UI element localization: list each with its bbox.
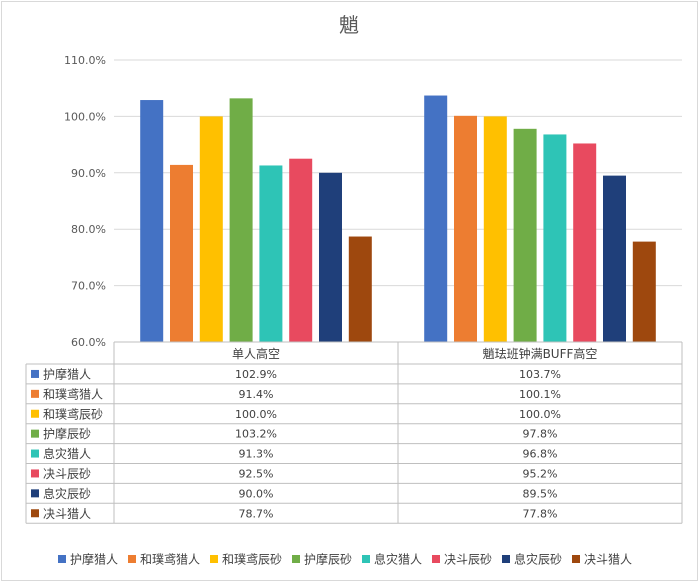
y-tick-label: 70.0% (71, 280, 106, 293)
legend-label: 护摩辰砂 (304, 552, 352, 567)
table-cell: 78.7% (239, 507, 274, 520)
table-series-key (31, 409, 39, 418)
table-column-header: 魈珐班钟满BUFF高空 (483, 346, 598, 361)
bar (483, 116, 507, 343)
table-row-label: 护摩辰砂 (43, 426, 91, 441)
bar (259, 165, 283, 342)
bar (199, 116, 223, 343)
table-cell: 102.9% (235, 368, 277, 381)
table-row-label: 息灾辰砂 (43, 486, 91, 501)
table-cell: 100.0% (519, 408, 561, 421)
legend-key (432, 555, 440, 563)
bar (573, 143, 597, 342)
table-series-key (31, 509, 39, 518)
table-cell: 91.4% (239, 388, 274, 401)
table-cell: 96.8% (523, 448, 558, 461)
legend-label: 决斗猎人 (584, 553, 632, 567)
y-tick-label: 110.0% (64, 54, 106, 67)
table-row-label: 护摩猎人 (43, 366, 91, 381)
table-cell: 77.8% (523, 507, 558, 520)
table-series-key (31, 489, 39, 498)
bar (632, 241, 656, 342)
bar (229, 98, 253, 343)
legend-key (502, 555, 510, 563)
table-row-label: 决斗猎人 (43, 507, 91, 521)
table-cell: 97.8% (523, 428, 558, 441)
y-tick-label: 80.0% (71, 223, 106, 236)
table-series-key (31, 449, 39, 458)
bar (513, 128, 537, 342)
y-axis: 60.0% 70.0% 80.0% 90.0% 100.0% 110.0% (64, 54, 106, 349)
bar (454, 115, 477, 342)
bar (424, 95, 448, 342)
table-cell: 91.3% (239, 448, 274, 461)
table-cell: 103.7% (519, 368, 561, 381)
table-row-label: 和璞鸢猎人 (43, 387, 103, 401)
table-series-key (31, 429, 39, 438)
table-cell: 92.5% (239, 467, 274, 480)
legend-key (362, 555, 370, 563)
bar (140, 100, 164, 342)
bar (319, 172, 342, 342)
table-series-key (31, 389, 39, 398)
table-cell: 90.0% (239, 487, 274, 500)
table-row-label: 息灾猎人 (43, 446, 91, 461)
table-cell: 103.2% (235, 428, 277, 441)
bar (543, 134, 567, 342)
legend-label: 息灾猎人 (374, 552, 422, 567)
table-cell: 95.2% (523, 467, 558, 480)
legend-key (58, 555, 66, 563)
table-series-key (31, 469, 39, 478)
bar (289, 158, 313, 342)
legend-key (210, 555, 218, 563)
bars (140, 95, 656, 343)
legend: 护摩猎人 和璞鸢猎人 和璞鸢辰砂 护摩辰砂 息灾猎人 决斗辰砂 息灾辰砂 决斗猎人 (58, 552, 632, 567)
gridlines (114, 59, 682, 287)
legend-label: 息灾辰砂 (514, 552, 562, 567)
legend-key (128, 555, 136, 563)
y-tick-label: 60.0% (71, 336, 106, 349)
legend-key (572, 555, 580, 563)
chart-title: 魈 (339, 13, 359, 37)
table-row-label: 决斗辰砂 (43, 467, 91, 481)
y-tick-label: 90.0% (71, 167, 106, 180)
legend-label: 和璞鸢辰砂 (222, 553, 282, 567)
bar (170, 164, 193, 342)
legend-label: 和璞鸢猎人 (140, 553, 200, 567)
bar (603, 175, 626, 342)
legend-key (292, 555, 300, 563)
table-cell: 100.1% (519, 388, 561, 401)
table-cell: 100.0% (235, 408, 277, 421)
table-series-key (31, 369, 39, 378)
y-tick-label: 100.0% (64, 110, 106, 123)
table-row-label: 和璞鸢辰砂 (43, 407, 103, 421)
table-column-header: 单人高空 (232, 346, 280, 361)
legend-label: 决斗辰砂 (444, 553, 492, 567)
bar (348, 236, 372, 342)
table-cell: 89.5% (523, 487, 558, 500)
legend-label: 护摩猎人 (70, 552, 118, 567)
